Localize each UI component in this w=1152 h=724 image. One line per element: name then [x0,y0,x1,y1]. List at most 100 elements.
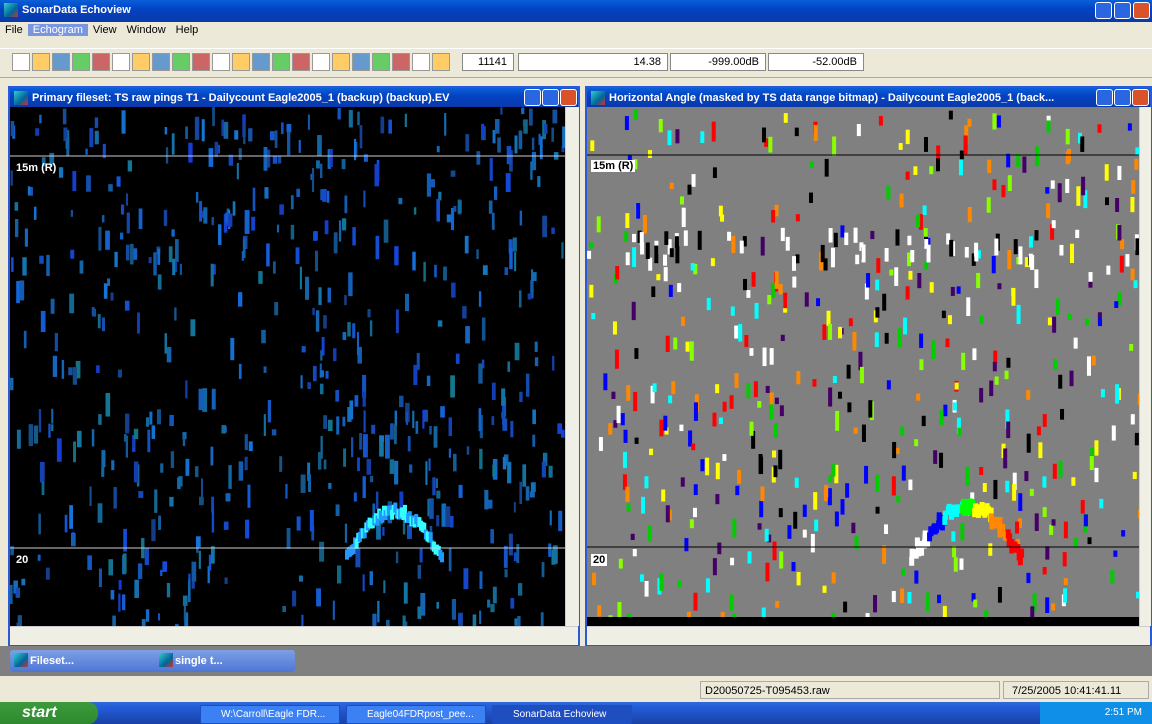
angle-sample [1045,597,1050,614]
angle-sample [823,258,828,271]
tool-button[interactable] [292,53,310,71]
echo [363,154,368,162]
echo [416,352,420,370]
echo [357,111,360,126]
tool-button[interactable] [352,53,370,71]
angle-sample [1016,154,1021,168]
angle-sample [792,276,797,288]
menu-item[interactable]: File [5,24,23,36]
echo [124,434,127,442]
angle-sample [779,551,784,569]
fish-echo [402,504,407,515]
angle-sample [1059,244,1064,256]
angle-sample [846,364,851,379]
tool-button[interactable] [32,53,50,71]
tool-button[interactable] [312,53,330,71]
tool-button[interactable] [332,53,350,71]
echo [429,425,432,435]
close-button[interactable] [1132,89,1149,106]
echo [175,239,179,263]
tool-button[interactable] [92,53,110,71]
maximize-button[interactable] [1114,2,1131,19]
menu-item[interactable]: Echogram [27,24,88,36]
close-button[interactable] [1133,2,1150,19]
echo [517,616,521,626]
echo [201,210,204,218]
angle-sample [794,477,799,488]
maximize-button[interactable] [542,89,559,106]
tool-button[interactable] [192,53,210,71]
tool-button[interactable] [212,53,230,71]
fish-echo [922,539,928,549]
angle-sample [814,519,819,532]
angle-sample [813,124,818,141]
horizontal-scrollbar[interactable] [10,626,578,645]
angle-sample [895,447,900,455]
angle-sample [734,373,739,388]
echo [425,461,428,485]
tool-button[interactable] [372,53,390,71]
close-button[interactable] [560,89,577,106]
angle-sample [633,159,638,170]
taskbar-item[interactable]: W:\Carroll\Eagle FDR... [200,705,340,724]
echo [359,432,363,450]
tool-button[interactable] [252,53,270,71]
angle-sample [794,127,799,137]
echo [433,426,438,448]
angle-sample [651,286,656,298]
angle-sample [598,437,603,451]
tool-button[interactable] [232,53,250,71]
tool-button[interactable] [412,53,430,71]
echo [72,367,78,385]
minimize-button[interactable] [1095,2,1112,19]
tool-button[interactable] [152,53,170,71]
menu-item[interactable]: Window [126,24,166,36]
minimize-button[interactable] [1096,89,1113,106]
echo [48,423,51,438]
vertical-scrollbar[interactable] [565,107,579,626]
angle-sample [650,385,655,404]
taskbar-item[interactable]: SonarData Echoview [492,705,632,724]
angle-sample [690,263,695,271]
angle-sample [1026,433,1031,453]
echo [487,599,491,608]
tool-button[interactable] [392,53,410,71]
menu-item[interactable]: View [92,24,117,36]
tool-button[interactable] [112,53,130,71]
tool-button[interactable] [432,53,450,71]
echo [329,148,333,168]
minimized-window[interactable]: single t... [155,650,295,672]
echo [97,503,103,523]
horizontal-scrollbar[interactable] [587,626,1150,645]
angle-sample [994,376,999,385]
taskbar-item[interactable]: Eagle04FDRpost_pee... [346,705,486,724]
tool-button[interactable] [12,53,30,71]
angle-sample [905,171,910,180]
angle-sample [772,541,777,561]
minimized-window[interactable]: Fileset... [10,650,160,672]
echo [324,220,329,235]
minimize-button[interactable] [524,89,541,106]
echo [529,491,535,498]
angle-sample [749,421,754,436]
angle-sample [833,232,838,248]
tool-button[interactable] [172,53,190,71]
menu-item[interactable]: Help [175,24,199,36]
tool-button[interactable] [52,53,70,71]
tool-button[interactable] [272,53,290,71]
maximize-button[interactable] [1114,89,1131,106]
angle-sample [796,371,801,385]
echo [343,448,347,467]
angle-sample [956,286,961,294]
vertical-scrollbar[interactable] [1139,107,1151,626]
echo [70,249,75,259]
angle-sample [1083,514,1088,527]
angle-sample [1045,546,1050,560]
angle-sample [810,533,815,553]
start-button[interactable]: start [0,702,98,724]
echo [481,123,485,139]
tool-button[interactable] [132,53,150,71]
tool-button[interactable] [72,53,90,71]
angle-sample [984,610,989,618]
echo [145,417,150,427]
